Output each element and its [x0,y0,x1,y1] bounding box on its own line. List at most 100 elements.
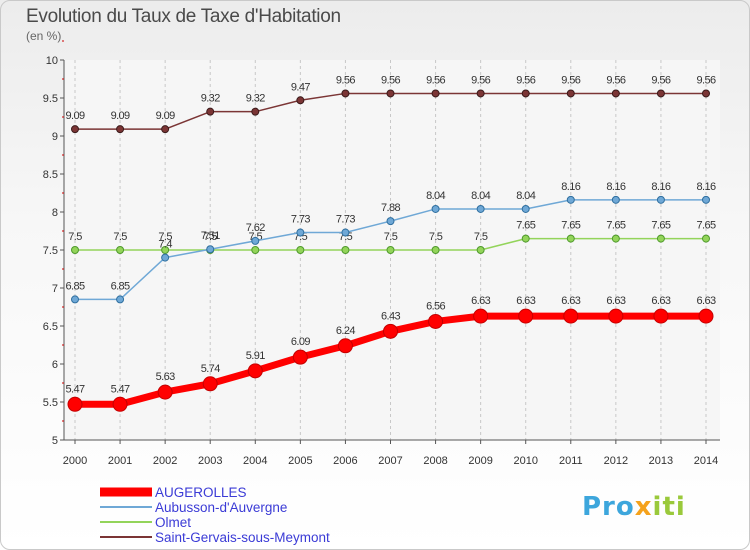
x-tick-label: 2014 [694,455,718,467]
data-point [611,234,620,243]
data-point [611,195,620,204]
data-label: 7.65 [606,220,625,232]
data-point [67,396,83,412]
data-point [292,349,308,365]
data-label: 7.5 [429,231,443,243]
data-point [566,195,575,204]
data-point [341,246,350,254]
data-label: 7.62 [246,222,265,234]
data-label: 9.56 [561,74,580,86]
data-point [116,125,125,134]
data-point [157,384,173,400]
data-point [431,204,440,213]
data-label: 6.63 [696,295,715,307]
data-label: 7.5 [384,231,398,243]
logo-part-2: x [634,492,653,522]
data-label: 8.04 [471,190,490,202]
data-label: 7.51 [201,230,220,242]
data-point [386,217,395,226]
data-label: 9.09 [111,110,130,122]
data-label: 8.04 [516,190,535,202]
data-label: 7.5 [203,231,217,243]
data-label: 7.5 [68,231,82,243]
data-label: 6.63 [471,295,490,307]
data-label: 7.65 [516,220,535,232]
data-point [698,308,714,324]
legend-label: AUGEROLLES [155,485,247,500]
data-point [476,246,485,254]
data-label: 6.09 [291,336,310,348]
x-tick-label: 2013 [649,455,673,467]
data-label: 5.47 [111,383,130,395]
data-point [202,376,218,392]
data-point [116,246,125,254]
data-label: 8.16 [561,181,580,193]
data-label: 8.04 [426,190,445,202]
series-olmet: 7.57.57.57.57.57.57.57.57.57.57.657.657.… [68,220,717,254]
data-label: 8.16 [651,181,670,193]
data-point [206,245,215,254]
x-tick-label: 2000 [63,455,87,467]
data-label: 9.32 [246,93,265,105]
data-point [476,204,485,213]
data-point [337,338,353,354]
data-point [431,246,440,254]
data-point [341,89,350,98]
y-tick-label: 6 [52,359,58,371]
data-label: 6.85 [111,280,130,292]
data-point [296,96,305,105]
data-point [251,246,260,254]
data-point [71,125,79,134]
x-tick-label: 2005 [288,455,312,467]
data-label: 9.56 [651,74,670,86]
data-point [428,313,444,329]
data-point [521,89,530,98]
data-point [386,246,395,254]
data-point [161,253,170,262]
data-label: 6.63 [651,295,670,307]
data-point [251,107,260,116]
data-label: 5.74 [201,363,220,375]
y-tick-label: 5.5 [43,397,58,409]
data-label: 9.56 [606,74,625,86]
data-point [653,308,669,324]
data-label: 7.73 [336,214,355,226]
data-point [296,246,305,254]
y-tick-label: 6.5 [43,321,58,333]
proxiti-logo: Proxiti [582,492,686,522]
y-tick-label: 9 [52,131,58,143]
data-label: 5.63 [156,371,175,383]
chart-title: Evolution du Taux de Taxe d'Habitation [26,6,341,27]
data-point [161,246,170,254]
data-label: 6.56 [426,300,445,312]
y-tick-label: 9.5 [43,93,58,105]
data-point [656,89,665,98]
data-point [71,295,79,304]
data-point [206,107,215,116]
y-tick-label: 8.5 [43,169,58,181]
data-point [611,89,620,98]
data-point [116,295,125,304]
data-point [566,234,575,243]
data-label: 7.65 [696,220,715,232]
x-tick-label: 2012 [604,455,628,467]
data-label: 9.56 [426,74,445,86]
legend-label: Olmet [155,515,191,530]
data-label: 9.09 [65,110,84,122]
data-label: 6.63 [561,295,580,307]
data-label: 6.43 [381,310,400,322]
data-point [563,308,579,324]
data-point [702,195,710,204]
x-tick-label: 2002 [153,455,177,467]
data-point [608,308,624,324]
data-point [386,89,395,98]
data-point [476,89,485,98]
series-aubusson-d-auvergne: 6.85 6.85 7.4 7.51 7.62 7.73 7.73 7.88 8.04 8.04 8… [65,181,717,304]
data-label: 7.5 [113,231,127,243]
logo-part-3: iti [652,492,686,522]
data-label: 6.63 [516,295,535,307]
data-label: 5.91 [246,350,265,362]
data-label: 6.24 [336,325,355,337]
data-point [473,308,489,324]
